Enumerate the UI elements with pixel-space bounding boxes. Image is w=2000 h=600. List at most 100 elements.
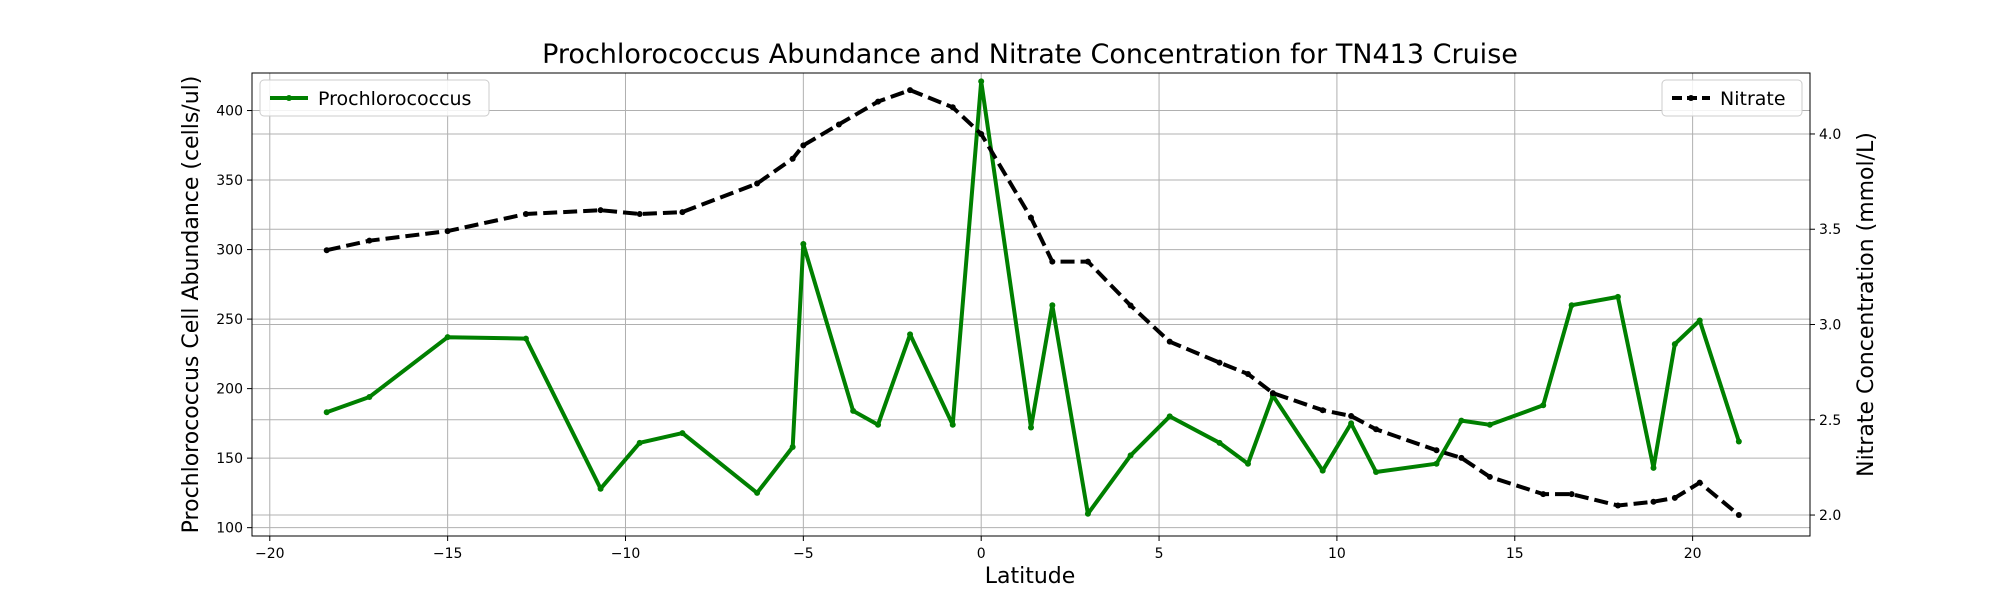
data-point-nitrate xyxy=(800,142,807,149)
data-point-nitrate xyxy=(1650,498,1657,505)
y-left-tick-label: 300 xyxy=(216,243,243,259)
data-point-prochlorococcus xyxy=(850,407,857,414)
y-axis-right-label: Nitrate Concentration (mmol/L) xyxy=(1854,132,1879,477)
data-point-nitrate xyxy=(835,121,842,128)
data-point-prochlorococcus xyxy=(1319,467,1326,474)
data-point-nitrate xyxy=(1216,359,1223,366)
data-point-prochlorococcus xyxy=(1433,460,1440,467)
y-right-tick-label: 4.0 xyxy=(1819,127,1841,143)
data-point-nitrate xyxy=(366,237,373,244)
x-tick-label: 0 xyxy=(977,546,986,562)
chart-title: Prochlorococcus Abundance and Nitrate Co… xyxy=(542,39,1518,70)
data-point-nitrate xyxy=(1166,338,1173,345)
data-point-nitrate xyxy=(1028,214,1034,221)
y-right-tick-label: 2.0 xyxy=(1819,508,1841,524)
data-point-prochlorococcus xyxy=(597,485,604,492)
data-point-prochlorococcus xyxy=(800,241,807,248)
y-left-tick-label: 200 xyxy=(216,382,243,398)
data-point-prochlorococcus xyxy=(875,421,882,428)
data-point-nitrate xyxy=(1348,412,1355,419)
y-right-tick-label: 2.5 xyxy=(1819,413,1841,429)
data-point-prochlorococcus xyxy=(1486,421,1493,428)
data-point-prochlorococcus xyxy=(1671,341,1678,348)
data-point-prochlorococcus xyxy=(1735,438,1742,445)
data-point-nitrate xyxy=(1433,447,1440,454)
y-axis-left-label: Prochlorococcus Cell Abundance (cells/ul… xyxy=(179,76,204,534)
data-point-prochlorococcus xyxy=(1458,417,1465,424)
data-point-nitrate xyxy=(907,87,914,94)
legend-prochlorococcus-label: Prochlorococcus xyxy=(318,88,471,110)
data-point-prochlorococcus xyxy=(522,335,529,342)
legend-nitrate-marker xyxy=(1688,95,1694,101)
data-point-prochlorococcus xyxy=(1650,464,1657,471)
data-point-nitrate xyxy=(978,130,985,137)
data-point-nitrate xyxy=(1084,258,1091,265)
data-point-prochlorococcus xyxy=(907,331,914,338)
x-tick-label: 15 xyxy=(1506,546,1524,562)
data-point-nitrate xyxy=(1373,426,1380,433)
data-point-prochlorococcus xyxy=(949,421,956,428)
data-point-prochlorococcus xyxy=(323,409,330,416)
data-point-prochlorococcus xyxy=(1049,302,1056,309)
data-point-prochlorococcus xyxy=(789,444,796,451)
data-point-prochlorococcus xyxy=(1084,510,1091,517)
data-point-nitrate xyxy=(1319,407,1326,414)
data-point-nitrate xyxy=(949,104,956,111)
legend-prochlorococcus-marker xyxy=(286,95,292,101)
data-point-prochlorococcus xyxy=(444,334,451,341)
data-point-prochlorococcus xyxy=(1568,302,1575,309)
y-left-tick-label: 400 xyxy=(216,104,243,120)
data-point-prochlorococcus xyxy=(366,393,373,400)
data-point-nitrate xyxy=(323,247,330,254)
data-point-prochlorococcus xyxy=(1127,452,1134,459)
data-point-prochlorococcus xyxy=(636,439,643,446)
series-line-nitrate xyxy=(326,88,1741,517)
x-tick-label: 5 xyxy=(1155,546,1164,562)
data-point-nitrate xyxy=(1696,479,1703,486)
data-point-prochlorococcus xyxy=(1540,402,1547,409)
data-point-nitrate xyxy=(1269,390,1276,397)
legends: Prochlorococcus Nitrate xyxy=(259,79,1803,117)
data-point-nitrate xyxy=(1568,491,1575,498)
data-point-nitrate xyxy=(875,98,882,105)
data-point-prochlorococcus xyxy=(1216,439,1223,446)
data-point-prochlorococcus xyxy=(754,489,761,496)
data-point-prochlorococcus xyxy=(1696,317,1703,324)
data-point-nitrate xyxy=(522,210,529,217)
data-point-prochlorococcus xyxy=(1244,460,1251,467)
x-tick-label: −20 xyxy=(255,546,285,562)
data-point-prochlorococcus xyxy=(679,430,686,437)
data-point-nitrate xyxy=(636,210,643,217)
grid xyxy=(252,73,1810,536)
y-left-tick-label: 350 xyxy=(216,173,243,189)
data-point-nitrate xyxy=(679,209,686,216)
data-point-nitrate xyxy=(754,180,761,187)
x-tick-label: −10 xyxy=(611,546,641,562)
y-left-tick-label: 250 xyxy=(216,312,243,328)
data-point-nitrate xyxy=(1127,302,1134,309)
x-tick-label: 10 xyxy=(1328,546,1346,562)
data-point-nitrate xyxy=(1671,494,1678,501)
x-tick-label: 20 xyxy=(1684,546,1702,562)
y-right-tick-label: 3.5 xyxy=(1819,222,1841,238)
series-layer xyxy=(323,78,1742,519)
y-left-tick-label: 100 xyxy=(216,521,243,537)
data-point-nitrate xyxy=(597,207,604,214)
legend-nitrate-box xyxy=(1661,79,1803,117)
data-point-nitrate xyxy=(1244,371,1251,378)
data-point-nitrate xyxy=(1049,258,1056,265)
data-point-prochlorococcus xyxy=(1614,293,1621,300)
plot-frame xyxy=(251,72,1811,537)
legend-prochlorococcus-box xyxy=(259,79,490,117)
data-point-nitrate xyxy=(1735,512,1742,519)
data-point-nitrate xyxy=(1540,491,1547,498)
data-point-prochlorococcus xyxy=(1348,420,1355,427)
legend-nitrate-label: Nitrate xyxy=(1720,88,1786,110)
series-line-prochlorococcus xyxy=(326,79,1741,516)
x-tick-label: −5 xyxy=(793,546,814,562)
data-point-prochlorococcus xyxy=(1373,469,1380,476)
data-point-prochlorococcus xyxy=(1028,424,1034,431)
data-point-nitrate xyxy=(1458,454,1465,461)
x-tick-label: −15 xyxy=(433,546,463,562)
